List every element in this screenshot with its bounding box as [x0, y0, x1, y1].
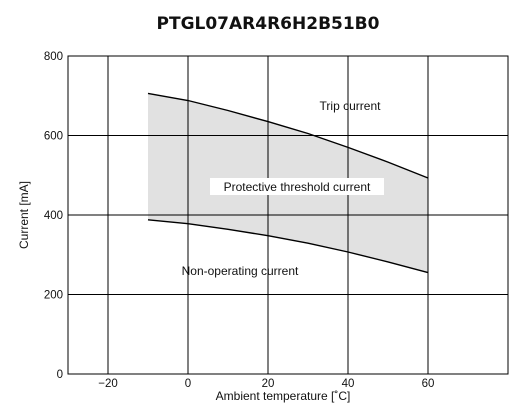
plot-frame: [67, 55, 509, 375]
y-tick-label: 400: [44, 210, 63, 222]
trip-current-line: [147, 92, 429, 179]
threshold-label-background: [210, 178, 384, 195]
annotation-non-operating-current: Non-operating current: [182, 264, 299, 278]
non-operating-current-line: [147, 219, 429, 274]
y-tick-label: 200: [44, 290, 63, 302]
x-tick-label: 60: [422, 378, 435, 390]
x-tick-label: 40: [342, 378, 355, 390]
x-tick-label: 20: [262, 378, 275, 390]
annotation-trip-current: Trip current: [320, 99, 382, 113]
x-tick-label: −20: [98, 378, 118, 390]
annotation-protective-threshold: Protective threshold current: [224, 180, 371, 194]
y-tick-label: 0: [57, 369, 63, 381]
y-axis-label: Current [mA]: [17, 181, 31, 249]
x-tick-label: 0: [185, 378, 191, 390]
x-axis-label: Ambient temperature [˚C]: [216, 389, 351, 403]
y-tick-label: 600: [44, 131, 63, 143]
chart-title: PTGL07AR4R6H2B51B0: [157, 14, 380, 34]
y-tick-label: 800: [44, 51, 63, 63]
